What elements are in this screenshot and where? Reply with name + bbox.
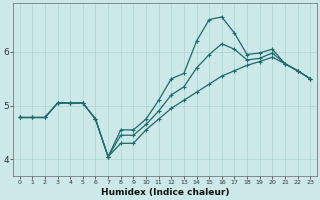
X-axis label: Humidex (Indice chaleur): Humidex (Indice chaleur) (101, 188, 229, 197)
